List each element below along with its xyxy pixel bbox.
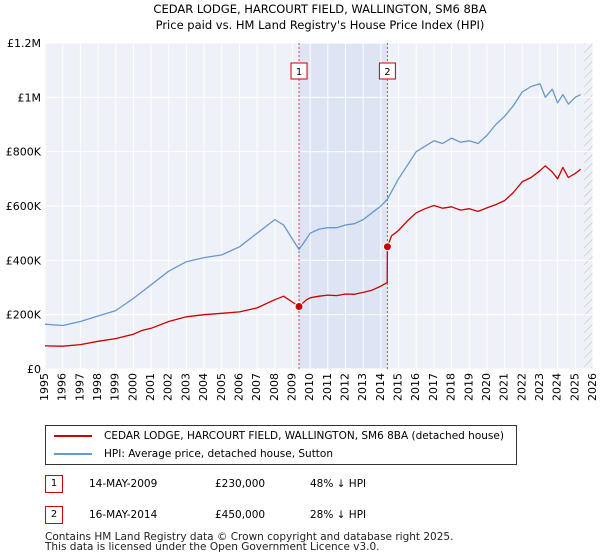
transaction-badge: 2: [45, 506, 63, 524]
sale-marker-label: 2: [384, 67, 390, 78]
legend: CEDAR LODGE, HARCOURT FIELD, WALLINGTON,…: [45, 425, 517, 465]
price-chart: CEDAR LODGE, HARCOURT FIELD, WALLINGTON,…: [6, 2, 599, 401]
transaction-row: 2 16-MAY-2014 £450,000 28% ↓ HPI: [45, 506, 565, 526]
sale-marker-label: 1: [296, 67, 302, 78]
x-tick-label: 2004: [197, 373, 210, 401]
sale-point: [382, 242, 392, 252]
footer-licence: This data is licensed under the Open Gov…: [45, 541, 380, 553]
x-tick-label: 2020: [480, 373, 493, 401]
transaction-date: 16-MAY-2014: [89, 509, 158, 521]
legend-swatch-hpi: [54, 453, 92, 455]
x-tick-label: 1997: [73, 373, 86, 401]
x-tick-label: 2015: [392, 373, 405, 401]
x-tick-label: 2001: [144, 373, 157, 401]
x-tick-label: 2017: [427, 373, 440, 401]
x-tick-label: 2022: [515, 373, 528, 401]
footer: Contains HM Land Registry data © Crown c…: [45, 531, 454, 553]
x-tick-label: 1995: [38, 373, 51, 401]
x-tick-label: 2026: [586, 373, 599, 401]
x-tick-label: 2024: [551, 373, 564, 401]
transaction-price: £230,000: [215, 478, 266, 490]
x-tick-label: 2002: [162, 373, 175, 401]
legend-item-hpi: HPI: Average price, detached house, Sutt…: [54, 446, 333, 462]
chart-title: CEDAR LODGE, HARCOURT FIELD, WALLINGTON,…: [153, 2, 486, 16]
legend-swatch-property: [54, 435, 92, 437]
x-tick-label: 2013: [356, 373, 369, 401]
y-tick-label: £1.2M: [7, 37, 41, 50]
x-tick-label: 2006: [232, 373, 245, 401]
x-tick-label: 1999: [109, 373, 122, 401]
x-tick-label: 2025: [568, 373, 581, 401]
x-tick-label: 2003: [179, 373, 192, 401]
x-tick-label: 2021: [498, 373, 511, 401]
y-tick-label: £1M: [18, 91, 42, 104]
sale-point: [294, 302, 304, 312]
x-tick-label: 2023: [533, 373, 546, 401]
legend-label-hpi: HPI: Average price, detached house, Sutt…: [104, 448, 334, 460]
property-price-line: [44, 165, 581, 347]
x-tick-label: 2016: [409, 373, 422, 401]
x-tick-label: 1996: [56, 373, 69, 401]
transaction-hpi-diff: 28% ↓ HPI: [310, 509, 367, 521]
y-tick-label: £200K: [6, 309, 42, 322]
y-tick-label: £800K: [6, 146, 42, 159]
legend-label-property: CEDAR LODGE, HARCOURT FIELD, WALLINGTON,…: [104, 430, 504, 442]
x-tick-label: 2012: [339, 373, 352, 401]
footer-copyright: Contains HM Land Registry data © Crown c…: [45, 531, 454, 543]
sale-marker-box: [378, 62, 396, 80]
x-tick-label: 2019: [462, 373, 475, 401]
x-tick-label: 2000: [126, 373, 139, 401]
x-tick-label: 1998: [91, 373, 104, 401]
x-tick-label: 2018: [445, 373, 458, 401]
legend-item-property: CEDAR LODGE, HARCOURT FIELD, WALLINGTON,…: [54, 428, 504, 444]
x-tick-label: 2007: [250, 373, 263, 401]
x-tick-label: 2009: [285, 373, 298, 401]
x-tick-label: 2014: [374, 373, 387, 401]
x-tick-label: 2011: [321, 373, 334, 401]
y-tick-label: £400K: [6, 254, 42, 267]
transaction-row: 1 14-MAY-2009 £230,000 48% ↓ HPI: [45, 475, 565, 495]
x-tick-label: 2008: [268, 373, 281, 401]
transaction-date: 14-MAY-2009: [89, 478, 158, 490]
transaction-badge: 1: [45, 475, 63, 493]
transaction-price: £450,000: [215, 509, 266, 521]
sale-marker-box: [290, 62, 308, 80]
y-tick-label: £0: [27, 363, 41, 376]
hpi-line: [44, 83, 581, 327]
chart-subtitle: Price paid vs. HM Land Registry's House …: [156, 18, 485, 32]
y-tick-label: £600K: [6, 200, 42, 213]
x-tick-label: 2010: [303, 373, 316, 401]
x-tick-label: 2005: [215, 373, 228, 401]
transaction-hpi-diff: 48% ↓ HPI: [310, 478, 367, 490]
